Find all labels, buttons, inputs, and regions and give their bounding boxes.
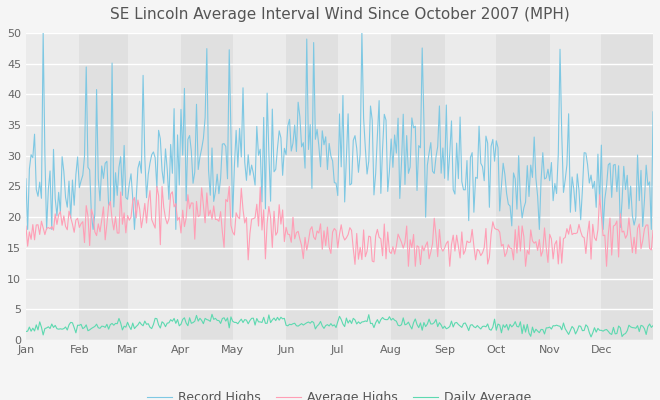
Record Highs: [158, 168, 166, 173]
Bar: [26, 33, 79, 340]
Daily Average: [194, 319, 202, 324]
Bar: [233, 33, 286, 340]
Daily Average: [277, 315, 285, 320]
Line: Average Highs: Average Highs: [26, 186, 653, 266]
Record Highs: [39, 30, 47, 35]
Bar: [79, 33, 127, 340]
Bar: [550, 33, 601, 340]
Record Highs: [279, 173, 286, 178]
Daily Average: [561, 326, 569, 331]
Average Highs: [563, 226, 571, 231]
Title: SE Lincoln Average Interval Wind Since October 2007 (MPH): SE Lincoln Average Interval Wind Since O…: [110, 7, 570, 22]
Daily Average: [649, 323, 657, 328]
Record Highs: [22, 176, 30, 181]
Daily Average: [154, 322, 162, 327]
Record Highs: [563, 162, 571, 167]
Average Highs: [649, 228, 657, 233]
Line: Daily Average: Daily Average: [26, 314, 653, 337]
Average Highs: [623, 232, 631, 237]
Record Highs: [649, 110, 657, 114]
Bar: [445, 33, 496, 340]
Record Highs: [198, 146, 206, 151]
Legend: Record Highs, Average Highs, Daily Average: Record Highs, Average Highs, Daily Avera…: [143, 386, 537, 400]
Average Highs: [22, 224, 30, 228]
Average Highs: [405, 264, 412, 269]
Daily Average: [22, 329, 30, 334]
Average Highs: [277, 222, 285, 226]
Average Highs: [196, 213, 204, 218]
Average Highs: [273, 230, 281, 234]
Line: Record Highs: Record Highs: [26, 33, 653, 230]
Bar: [181, 33, 233, 340]
Record Highs: [24, 227, 32, 232]
Record Highs: [623, 173, 631, 178]
Daily Average: [273, 315, 281, 320]
Bar: [391, 33, 445, 340]
Daily Average: [587, 334, 595, 339]
Average Highs: [153, 184, 161, 189]
Record Highs: [275, 128, 283, 133]
Daily Average: [623, 328, 631, 333]
Bar: [601, 33, 653, 340]
Bar: [127, 33, 181, 340]
Average Highs: [156, 242, 164, 247]
Daily Average: [208, 312, 216, 317]
Bar: [286, 33, 338, 340]
Bar: [338, 33, 391, 340]
Bar: [496, 33, 550, 340]
